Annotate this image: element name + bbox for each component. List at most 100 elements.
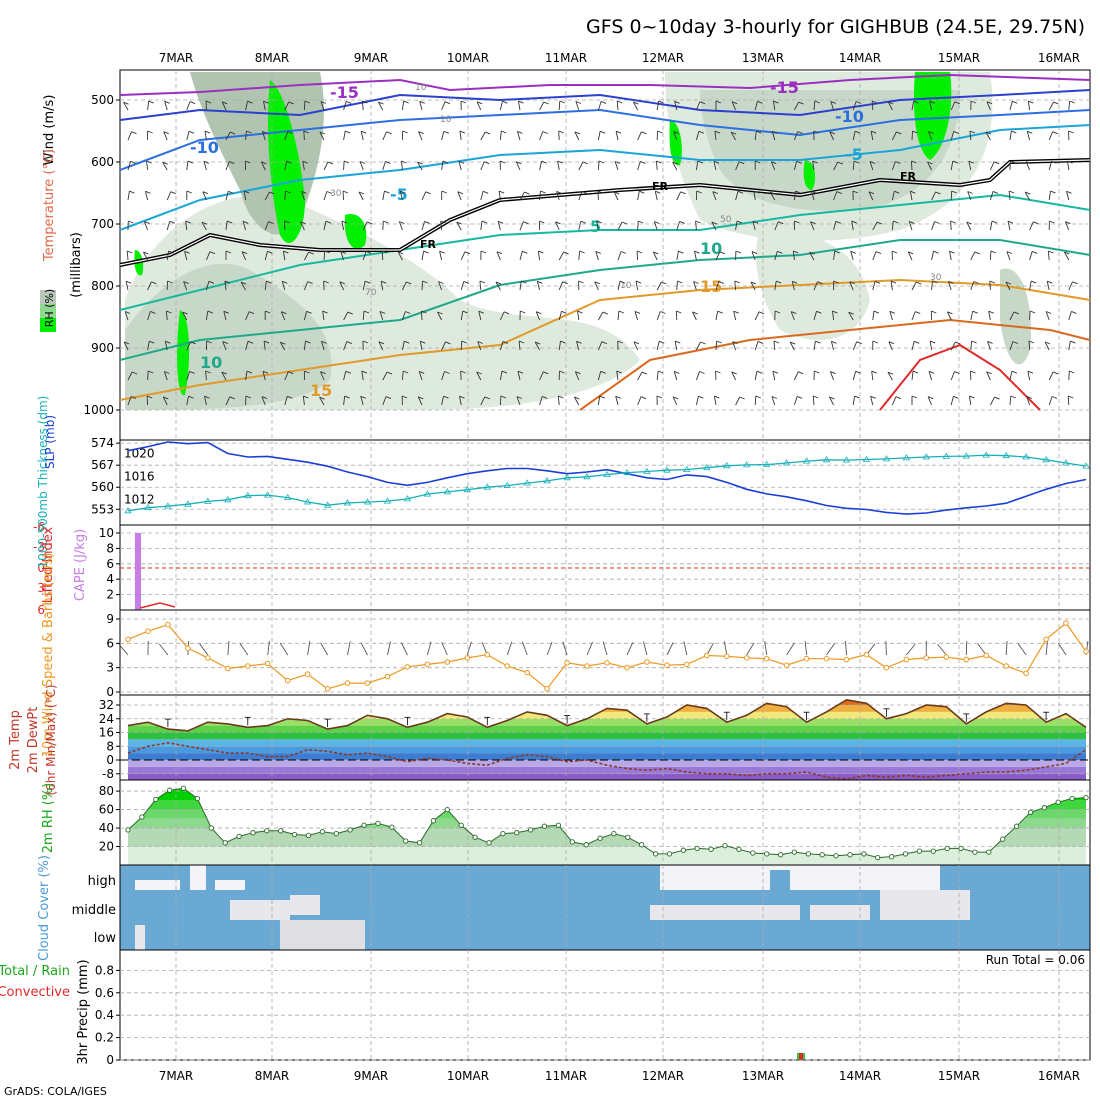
upper-wind-barb: [911, 130, 913, 141]
upper-wind-barb: [754, 131, 757, 141]
upper-wind-barb: [578, 221, 582, 231]
upper-wind-barb-flag: [971, 340, 977, 344]
upper-wind-barb: [771, 396, 776, 406]
upper-wind-barb-flag: [1068, 395, 1074, 399]
upper-wind-barb-flag: [561, 310, 567, 314]
wind10m-barb: [227, 641, 230, 656]
upper-wind-barb: [674, 341, 678, 351]
upper-wind-barb-flag: [246, 130, 252, 134]
li-tick: -6: [33, 520, 45, 534]
upper-wind-barb-flag: [424, 220, 430, 224]
upper-wind-barb-flag: [894, 190, 900, 194]
li-tick: 6: [37, 603, 45, 617]
upper-wind-barb-flag: [347, 311, 353, 315]
upper-wind-barb-flag: [125, 280, 132, 284]
upper-wind-barb: [360, 396, 364, 406]
upper-wind-barb: [264, 191, 270, 201]
rh-point: [1027, 809, 1034, 815]
upper-wind-barb-flag: [698, 130, 705, 134]
upper-wind-barb-flag: [594, 281, 600, 285]
wind10m-point: [424, 661, 431, 668]
upper-wind-barb-flag: [927, 396, 934, 400]
thickness-point: [204, 497, 212, 504]
upper-wind-barb-flag: [302, 160, 308, 164]
upper-wind-barb: [774, 251, 778, 261]
upper-wind-barb-flag: [770, 191, 776, 195]
rh-point: [888, 854, 895, 860]
upper-wind-barb-flag: [658, 100, 664, 104]
wind10m-point: [823, 655, 830, 662]
upper-wind-barb-flag: [476, 371, 482, 375]
upper-wind-barb: [460, 340, 463, 351]
upper-wind-barb-flag: [596, 220, 602, 224]
upper-wind-barb-flag: [776, 280, 782, 284]
upper-wind-barb: [183, 281, 188, 291]
rh-80-tick: 80: [99, 784, 114, 798]
temp-band-4: [128, 746, 1086, 754]
upper-wind-barb-flag: [444, 371, 450, 374]
upper-wind-barb: [203, 161, 207, 171]
upper-wind-barb: [990, 396, 995, 406]
upper-wind-barb-flag: [1065, 221, 1071, 225]
upper-wind-barb-flag: [912, 130, 918, 134]
upper-wind-barb-flag: [439, 250, 445, 254]
rh-point: [1055, 799, 1061, 805]
rh-point: [486, 840, 492, 846]
upper-wind-barb: [968, 161, 972, 171]
upper-wind-barb-flag: [146, 160, 152, 164]
upper-wind-barb: [869, 161, 874, 171]
upper-wind-barb: [715, 311, 719, 321]
upper-wind-barb-flag: [735, 250, 742, 254]
upper-wind-barb-flag: [833, 280, 839, 284]
upper-wind-barb: [1027, 101, 1031, 111]
upper-wind-barb-flag: [457, 191, 463, 195]
upper-wind-barb-flag: [247, 340, 254, 344]
contour-label-0: -15: [330, 83, 359, 102]
upper-wind-barb: [693, 281, 697, 291]
upper-wind-barb-flag: [792, 280, 798, 284]
upper-wind-barb: [382, 220, 384, 231]
upper-wind-barb-flag: [366, 221, 373, 225]
upper-wind-barb-flag: [1070, 340, 1076, 344]
upper-wind-barb-flag: [558, 395, 564, 399]
upper-wind-barb-flag: [640, 160, 646, 164]
wind10m-3-tick: 3: [106, 661, 114, 675]
upper-wind-barb-flag: [1051, 396, 1058, 399]
upper-wind-barb-flag: [659, 340, 665, 344]
upper-wind-barb: [380, 281, 384, 291]
upper-wind-barb-flag: [562, 281, 568, 285]
upper-wind-barb-flag: [406, 281, 412, 285]
wind10m-barb: [466, 641, 472, 656]
upper-wind-barb: [633, 341, 639, 351]
upper-wind-barb-flag: [346, 100, 352, 104]
upper-wind-barb-flag: [1006, 251, 1013, 254]
upper-wind-barb: [891, 396, 897, 406]
upper-wind-barb: [890, 281, 893, 291]
upper-wind-barb-flag: [1028, 100, 1034, 104]
upper-wind-barb-flag: [124, 311, 131, 314]
contour-label-7: 10: [700, 239, 722, 258]
upper-wind-barb: [319, 396, 325, 406]
upper-wind-barb-flag: [485, 131, 491, 135]
upper-wind-barb-flag: [1025, 191, 1031, 195]
upper-wind-barb: [516, 131, 521, 141]
precip-0.4-tick: 0.4: [95, 1008, 114, 1022]
millibars-ylabel: (millibars): [69, 232, 84, 298]
upper-wind-barb: [441, 396, 444, 406]
upper-wind-barb-flag: [543, 371, 549, 375]
upper-wind-barb: [517, 371, 521, 381]
upper-wind-barb-flag: [543, 101, 549, 105]
upper-wind-barb: [421, 221, 426, 231]
upper-wind-barb: [1048, 371, 1054, 381]
rh-point: [958, 845, 964, 852]
contour-label-15: 10: [415, 83, 427, 93]
thickness-point: [184, 500, 192, 507]
upper-wind-barb: [731, 371, 737, 381]
upper-wind-barb: [754, 341, 759, 351]
upper-wind-barb: [186, 396, 189, 406]
upper-wind-barb-flag: [358, 191, 365, 195]
upper-wind-barb: [656, 341, 660, 351]
upper-wind-barb-flag: [280, 341, 286, 345]
upper-wind-barb-flag: [438, 281, 444, 284]
upper-wind-barb: [1005, 281, 1011, 291]
